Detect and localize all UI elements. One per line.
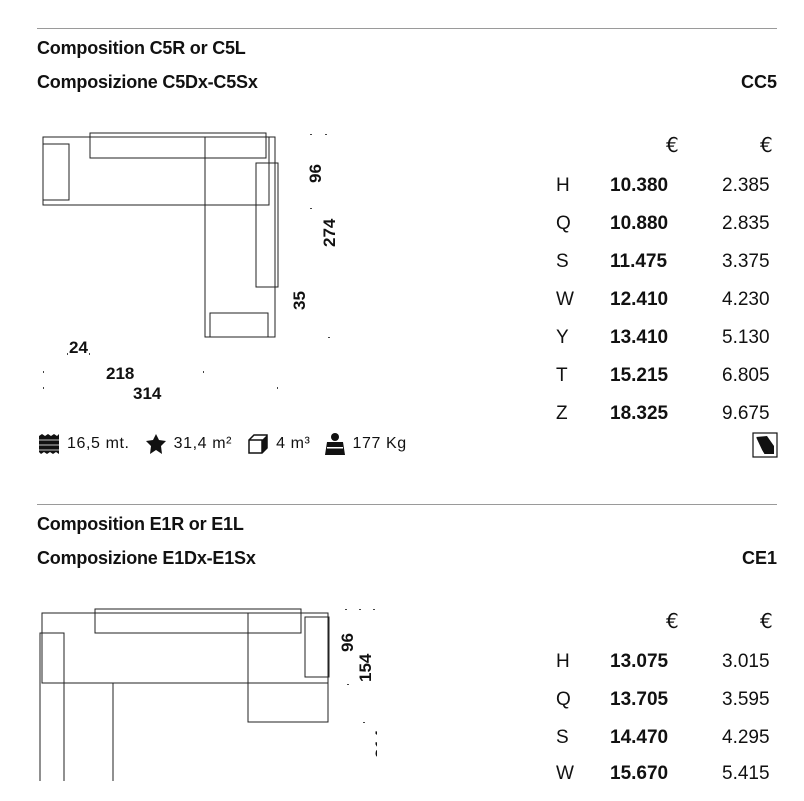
material-badge-icon (752, 432, 778, 458)
price-main: 11.475 (610, 251, 668, 272)
dimension-label: 35 (290, 291, 309, 310)
dimension-label: 96 (306, 164, 325, 183)
section-divider (37, 28, 777, 29)
currency-header: € (666, 133, 679, 157)
dimension-label: 154 (356, 653, 375, 682)
sofa-diagram: 96 154 314 (39, 608, 377, 781)
currency-header: € (666, 609, 679, 633)
fabric-category: S (556, 251, 569, 272)
price-secondary: 3.595 (722, 689, 770, 710)
fabric-category: W (556, 289, 574, 310)
price-row: S 14.470 4.295 (550, 727, 790, 765)
price-main: 13.410 (610, 327, 669, 348)
fabric-icon (39, 434, 59, 454)
price-row: Q 13.705 3.595 (550, 689, 790, 727)
price-row: H 13.075 3.015 (550, 651, 790, 689)
fabric-category: Q (556, 213, 571, 234)
price-secondary: 3.375 (722, 251, 770, 272)
price-secondary: 5.130 (722, 327, 770, 348)
spec-leather: 31,4 m² (144, 432, 232, 456)
fabric-category: H (556, 175, 570, 196)
price-main: 15.215 (610, 365, 669, 386)
weight-icon (325, 433, 346, 455)
dimension-label: 314 (372, 729, 377, 758)
price-secondary: 3.015 (722, 651, 770, 672)
price-secondary: 5.415 (722, 763, 770, 784)
dimension-label: 24 (69, 338, 88, 357)
price-secondary: 9.675 (722, 403, 770, 424)
fabric-category: Y (556, 327, 569, 348)
composition-code: CC5 (740, 72, 777, 92)
spec-weight: 177 Kg (324, 432, 406, 456)
fabric-category: T (556, 365, 568, 386)
dimension-label: 218 (106, 364, 134, 383)
section-divider (37, 504, 777, 505)
price-main: 15.670 (610, 763, 669, 784)
price-row: Q 10.880 2.835 (550, 213, 790, 251)
price-secondary: 4.230 (722, 289, 770, 310)
price-row: H 10.380 2.385 (550, 175, 790, 213)
currency-header: € (760, 133, 773, 157)
composition-title-en: Composition C5R or C5L (37, 38, 246, 58)
price-main: 18.325 (610, 403, 669, 424)
composition-title-en: Composition E1R or E1L (37, 514, 244, 534)
currency-header: € (760, 609, 773, 633)
fabric-category: W (556, 763, 574, 784)
price-main: 13.075 (610, 651, 669, 672)
spec-weight-value: 177 Kg (352, 435, 407, 452)
price-row: W 15.670 5.415 (550, 763, 790, 801)
spec-volume-value: 4 m³ (276, 435, 311, 452)
fabric-category: H (556, 651, 570, 672)
price-row: W 12.410 4.230 (550, 289, 790, 327)
price-main: 13.705 (610, 689, 669, 710)
composition-title-it: Composizione C5Dx-C5Sx (37, 72, 258, 92)
cube-icon (248, 434, 268, 454)
sofa-diagram: 96 274 35 24 218 314 (42, 132, 339, 403)
dimension-label: 314 (133, 384, 162, 403)
price-secondary: 2.385 (722, 175, 770, 196)
price-main: 10.880 (610, 213, 669, 234)
price-row: T 15.215 6.805 (550, 365, 790, 403)
composition-code: CE1 (741, 548, 777, 568)
price-main: 14.470 (610, 727, 669, 748)
spec-fabric-value: 16,5 mt. (67, 435, 130, 452)
leather-icon (145, 434, 166, 454)
fabric-category: Q (556, 689, 571, 710)
spec-leather-value: 31,4 m² (173, 435, 233, 452)
spec-fabric: 16,5 mt. (37, 432, 130, 456)
fabric-category: S (556, 727, 569, 748)
dimension-label: 96 (338, 633, 357, 652)
price-main: 12.410 (610, 289, 669, 310)
price-main: 10.380 (610, 175, 669, 196)
fabric-category: Z (556, 403, 568, 424)
composition-title-it: Composizione E1Dx-E1Sx (37, 548, 256, 568)
spec-bar: 16,5 mt. 31,4 m² 4 m³ 177 Kg (37, 430, 421, 458)
spec-volume: 4 m³ (246, 432, 310, 456)
price-secondary: 2.835 (722, 213, 770, 234)
price-row: S 11.475 3.375 (550, 251, 790, 289)
price-secondary: 4.295 (722, 727, 770, 748)
dimension-label: 274 (320, 218, 339, 247)
price-secondary: 6.805 (722, 365, 770, 386)
price-row: Y 13.410 5.130 (550, 327, 790, 365)
price-row: Z 18.325 9.675 (550, 403, 790, 441)
